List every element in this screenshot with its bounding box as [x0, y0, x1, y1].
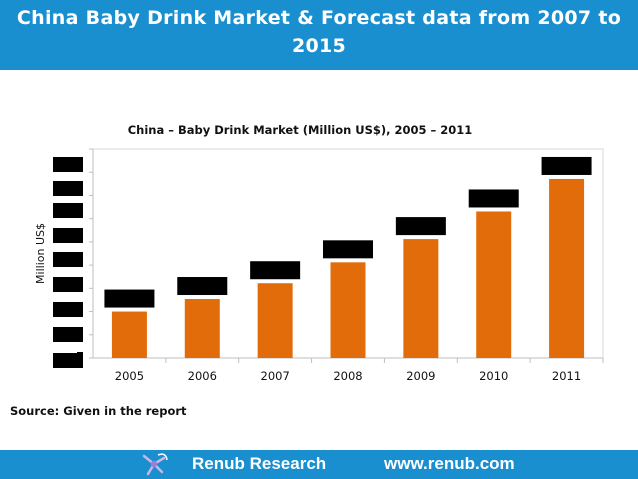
redacted-data-label	[323, 240, 373, 259]
footer-brand: Renub Research	[192, 454, 327, 473]
source-note: Source: Given in the report	[10, 404, 187, 418]
redacted-y-tick-label	[53, 203, 83, 218]
bar	[257, 283, 293, 358]
redacted-y-tick-label	[53, 252, 83, 267]
x-tick-label: 2007	[261, 369, 290, 383]
redacted-y-tick-label	[77, 352, 83, 366]
redacted-y-tick-label	[53, 157, 83, 172]
redacted-data-label	[468, 189, 519, 208]
bar	[111, 311, 147, 358]
x-tick-label: 2010	[479, 369, 508, 383]
renub-logo-icon	[142, 453, 168, 476]
footer-bar: Renub Research www.renub.com	[0, 450, 638, 479]
redacted-y-tick-label	[53, 353, 83, 368]
redacted-data-label	[177, 277, 228, 296]
bar	[403, 239, 439, 358]
redacted-data-label	[395, 217, 446, 236]
x-tick-label: 2009	[406, 369, 435, 383]
bar	[330, 262, 366, 358]
redacted-y-tick-label	[53, 228, 83, 243]
redacted-y-tick-label	[53, 277, 83, 292]
page-title: China Baby Drink Market & Forecast data …	[16, 7, 622, 57]
title-banner: China Baby Drink Market & Forecast data …	[0, 0, 638, 70]
x-tick-label: 2005	[115, 369, 144, 383]
bar	[549, 178, 585, 358]
bar	[184, 299, 220, 358]
redacted-y-tick-label	[53, 302, 83, 317]
redacted-y-tick-label	[53, 181, 83, 196]
x-tick-label: 2008	[333, 369, 362, 383]
redacted-y-tick-label	[53, 327, 83, 342]
footer-url[interactable]: www.renub.com	[384, 454, 515, 473]
redacted-data-label	[541, 156, 592, 175]
redacted-data-label	[104, 289, 155, 308]
y-axis-label: Million US$	[34, 223, 47, 284]
bar	[476, 211, 512, 358]
chart-title: China – Baby Drink Market (Million US$),…	[128, 123, 473, 137]
x-tick-label: 2006	[188, 369, 217, 383]
redacted-data-label	[250, 261, 301, 280]
bar-chart: China – Baby Drink Market (Million US$),…	[34, 123, 604, 383]
x-tick-label: 2011	[552, 369, 581, 383]
